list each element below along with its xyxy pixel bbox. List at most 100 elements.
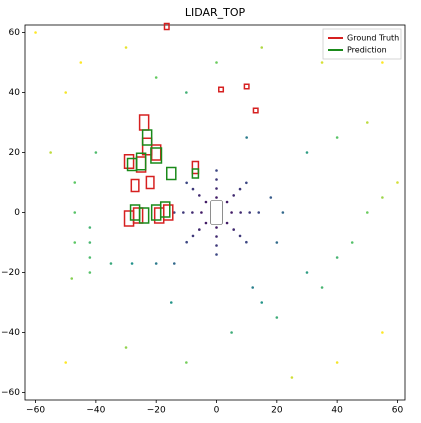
- lidar-point: [185, 91, 188, 94]
- lidar-point: [225, 221, 229, 225]
- lidar-point: [335, 361, 339, 364]
- box: [138, 114, 150, 131]
- lidar-point: [169, 301, 173, 304]
- box: [141, 129, 153, 146]
- lidar-point: [191, 234, 195, 238]
- x-tick-label: 0: [214, 406, 220, 416]
- lidar-point: [251, 286, 254, 289]
- lidar-point: [335, 136, 339, 139]
- lidar-point: [198, 228, 201, 231]
- legend-label: Ground Truth: [347, 34, 399, 43]
- lidar-point: [215, 235, 218, 238]
- box: [132, 207, 144, 224]
- lidar-point: [232, 194, 235, 197]
- lidar-point: [320, 286, 324, 289]
- lidar-point: [381, 61, 384, 64]
- lidar-point: [215, 196, 218, 199]
- lidar-point: [248, 211, 251, 214]
- ego-vehicle: [210, 200, 223, 225]
- lidar-point: [269, 196, 273, 199]
- lidar-point: [191, 187, 195, 191]
- lidar-point: [232, 228, 235, 231]
- lidar-point: [124, 46, 128, 49]
- lidar-point: [185, 361, 188, 364]
- lidar-point: [64, 361, 68, 364]
- legend-label: Prediction: [347, 46, 387, 55]
- lidar-point: [204, 221, 208, 225]
- y-tick-label: 40: [9, 88, 21, 98]
- lidar-point: [79, 61, 83, 64]
- lidar-point: [396, 181, 399, 184]
- lidar-point: [238, 234, 242, 238]
- lidar-point: [215, 178, 218, 181]
- chart-title: LIDAR_TOP: [185, 6, 246, 19]
- y-tick-label: −60: [1, 388, 20, 398]
- lidar-point: [200, 211, 203, 214]
- lidar-point: [109, 262, 113, 265]
- lidar-point: [154, 262, 158, 265]
- x-tick-label: 20: [271, 406, 283, 416]
- lidar-point: [281, 211, 285, 214]
- lidar-point: [215, 169, 218, 172]
- x-tick-label: −60: [26, 406, 45, 416]
- lidar-point: [215, 244, 218, 247]
- lidar-point: [215, 187, 218, 190]
- box: [191, 160, 200, 175]
- lidar-point: [290, 376, 294, 379]
- lidar-point: [275, 241, 279, 244]
- box: [163, 22, 170, 31]
- lidar-point: [185, 181, 188, 185]
- x-tick-label: −40: [86, 406, 105, 416]
- box: [252, 107, 259, 114]
- lidar-point: [260, 301, 264, 304]
- box: [145, 175, 155, 190]
- box: [243, 83, 250, 90]
- lidar-point: [130, 262, 134, 265]
- x-tick-label: 40: [331, 406, 343, 416]
- lidar-point: [124, 346, 128, 349]
- lidar-point: [225, 200, 229, 204]
- lidar-point: [350, 241, 354, 244]
- lidar-point: [257, 211, 261, 214]
- box: [126, 157, 138, 172]
- box: [150, 144, 162, 161]
- lidar-point: [215, 253, 218, 256]
- box: [162, 204, 174, 221]
- lidar-point: [215, 226, 218, 229]
- lidar-point: [70, 277, 74, 280]
- box: [138, 207, 150, 224]
- lidar-point: [245, 240, 248, 244]
- box: [159, 201, 171, 218]
- lidar-point: [88, 241, 92, 244]
- lidar-point: [381, 331, 384, 334]
- y-tick-label: −20: [1, 268, 20, 278]
- lidar-point: [88, 271, 92, 274]
- lidar-point: [154, 76, 158, 79]
- lidar-point: [366, 211, 369, 214]
- lidar-point: [182, 211, 185, 214]
- lidar-point: [260, 46, 264, 49]
- lidar-point: [238, 187, 242, 191]
- lidar-point: [215, 61, 218, 64]
- lidar-point: [185, 240, 188, 244]
- legend-box: [322, 28, 402, 60]
- lidar-point: [34, 31, 37, 34]
- lidar-point: [88, 256, 92, 259]
- lidar-point: [49, 151, 52, 154]
- box: [135, 152, 147, 171]
- box: [218, 86, 225, 93]
- y-tick-label: 20: [9, 148, 21, 158]
- lidar-point: [381, 196, 384, 199]
- lidar-point: [335, 256, 339, 259]
- y-tick-label: 60: [9, 28, 21, 38]
- lidar-point: [198, 194, 201, 197]
- lidar-point: [305, 271, 309, 274]
- lidar-point: [94, 151, 98, 154]
- box: [123, 154, 135, 169]
- lidar-point: [320, 61, 324, 64]
- lidar-point: [172, 262, 176, 265]
- lidar-point: [230, 211, 233, 214]
- lidar-point: [73, 241, 77, 244]
- box: [191, 168, 200, 179]
